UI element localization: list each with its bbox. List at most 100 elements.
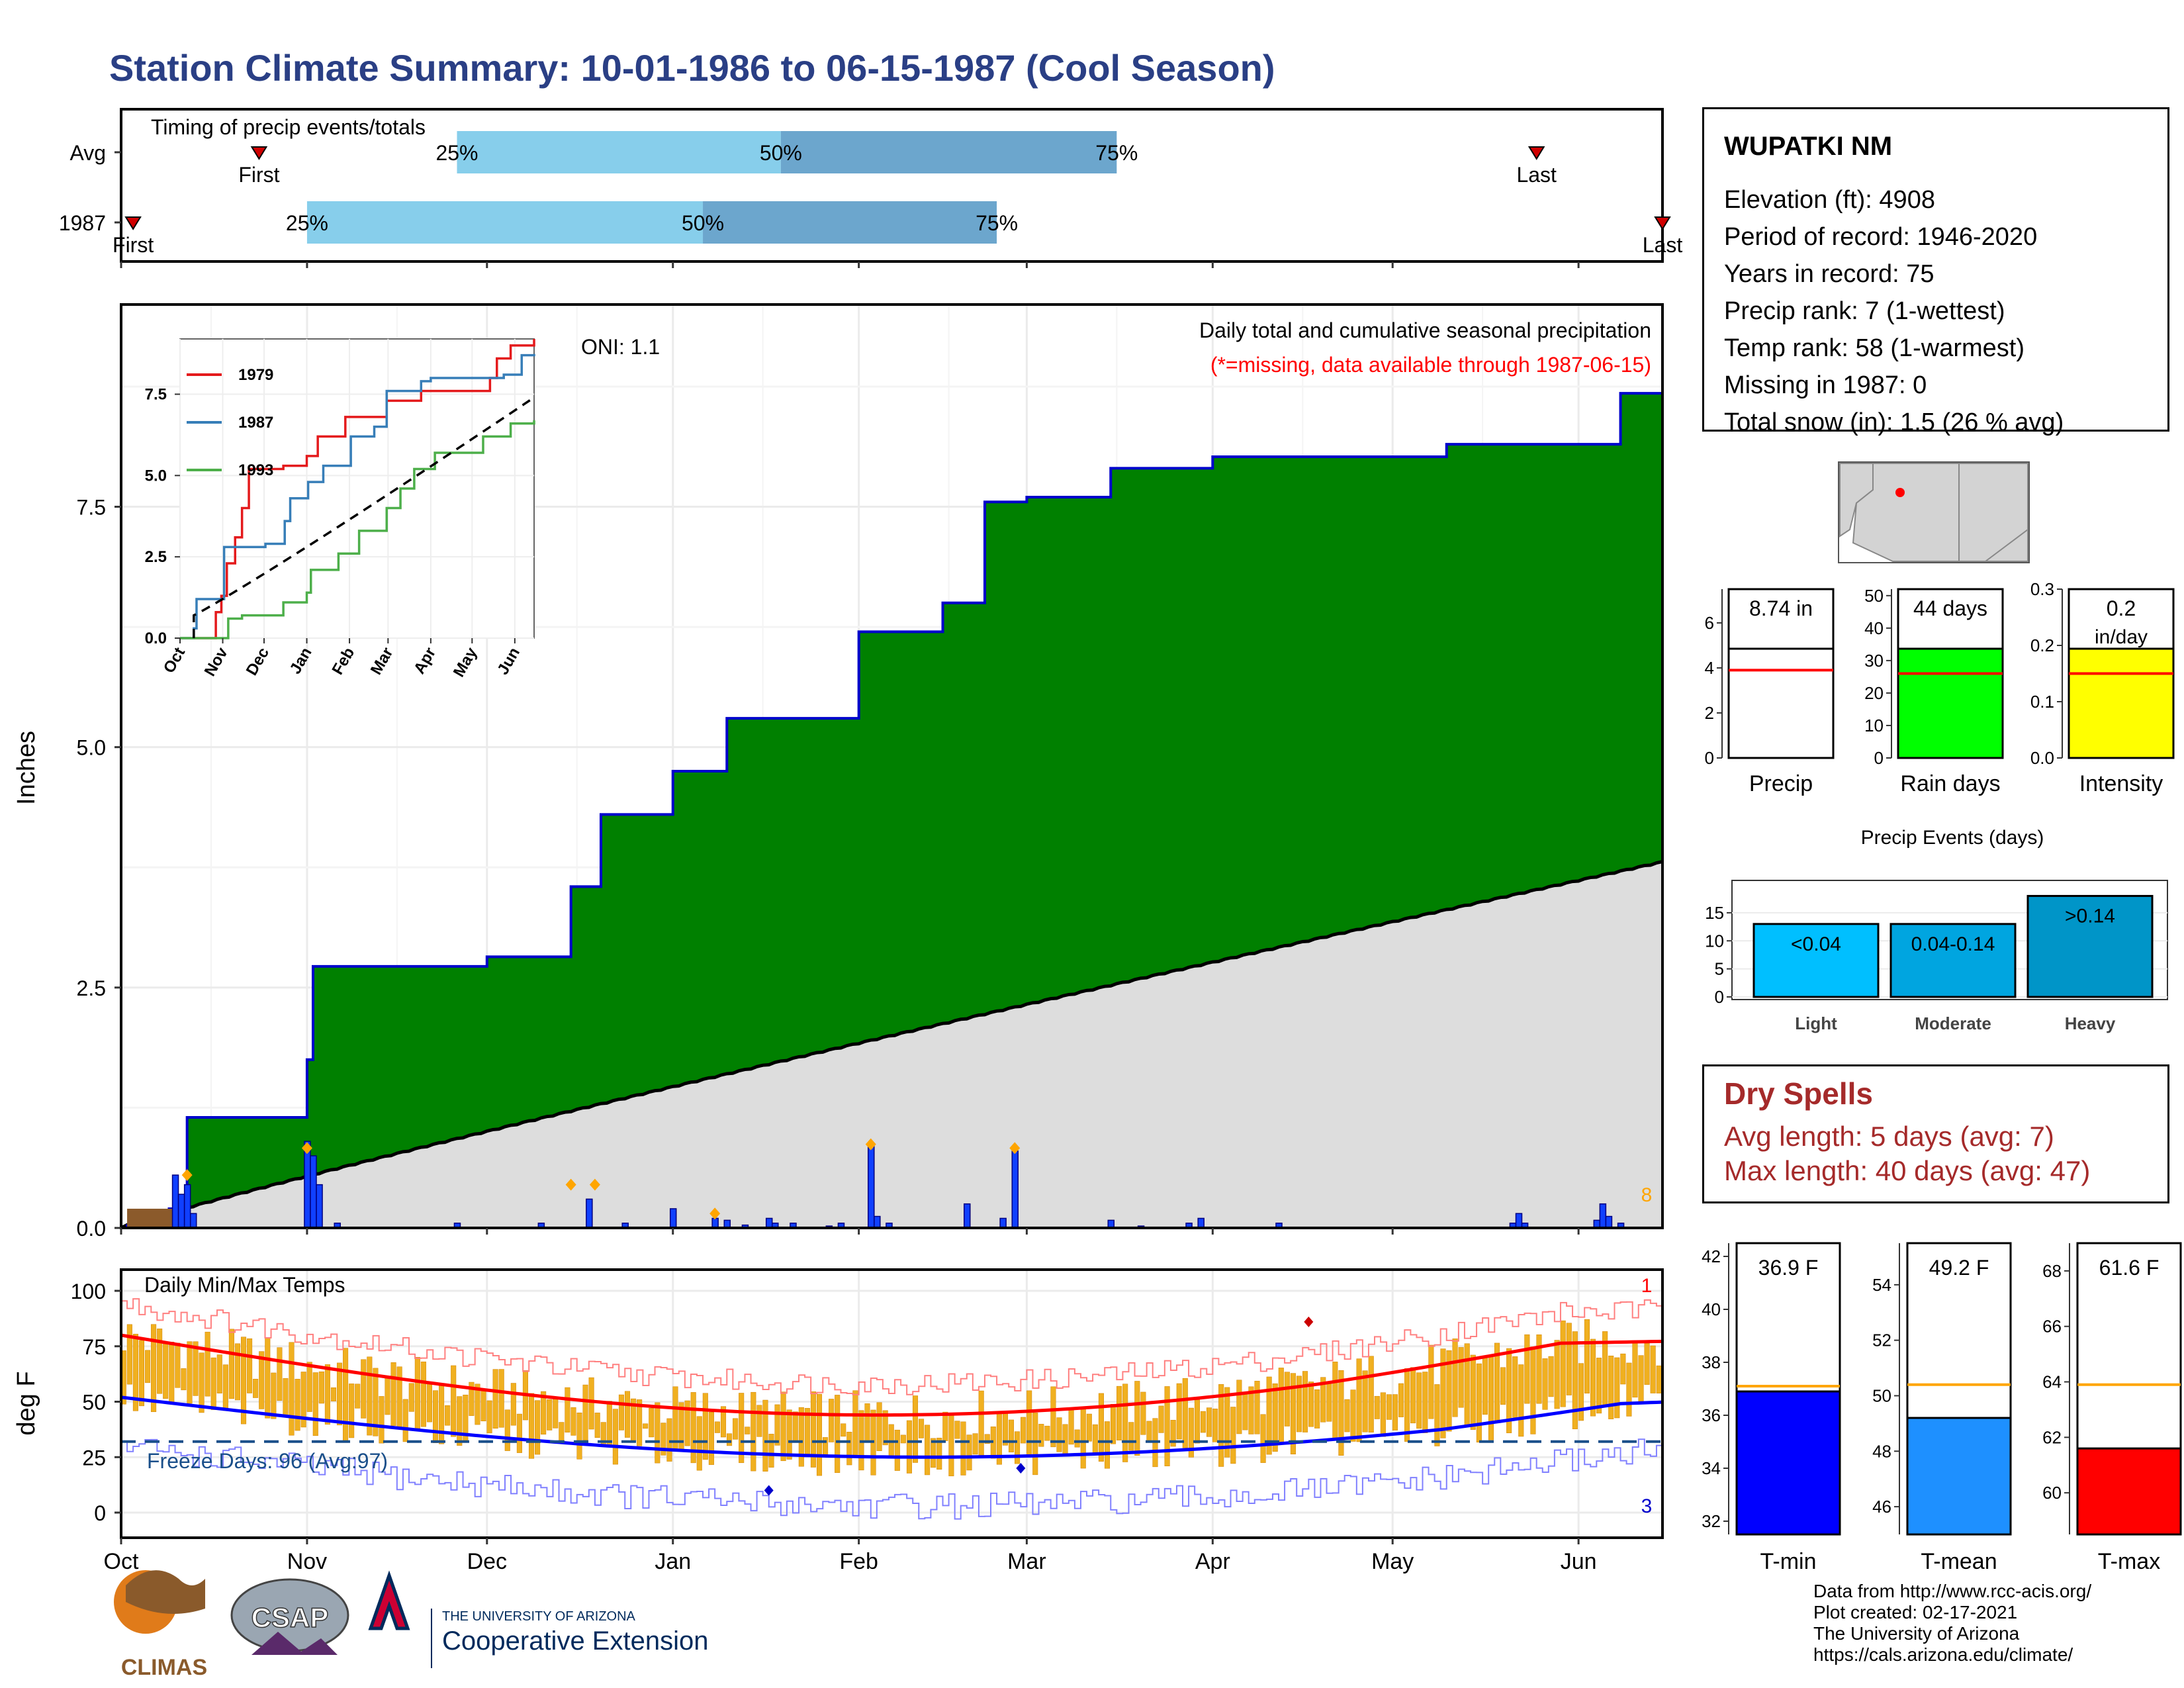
daily-temp-bar <box>1638 1355 1644 1401</box>
precip-event-bar <box>1752 923 1880 998</box>
daily-temp-bar <box>216 1354 222 1393</box>
daily-temp-bar <box>588 1377 594 1430</box>
record-precip-marker <box>589 1178 600 1191</box>
timing-bar-q50-q75 <box>780 131 1117 173</box>
daily-temp-bar <box>1584 1319 1590 1394</box>
record-precip-marker <box>181 1169 193 1182</box>
station-info-panel: WUPATKI NM Elevation (ft): 4908 Period of… <box>1702 107 2169 436</box>
daily-precip-bar <box>1011 1150 1019 1229</box>
summary-tick-label: 10 <box>1864 716 1884 735</box>
daily-temp-bar <box>810 1391 816 1468</box>
summary-bar-name: Rain days <box>1900 771 2000 796</box>
temp-ytick-label: 25 <box>82 1446 106 1470</box>
daily-temp-bar <box>318 1371 324 1404</box>
daily-temp-bar <box>1308 1382 1314 1427</box>
daily-temp-bar <box>336 1362 343 1426</box>
events-tick-label: 10 <box>1705 931 1724 951</box>
daily-temp-bar <box>163 1341 169 1399</box>
daily-temp-bar <box>912 1395 919 1463</box>
daily-temp-bar <box>1644 1343 1650 1385</box>
summary-unit-label: in/day <box>2095 626 2148 648</box>
daily-temp-bar <box>1656 1365 1662 1393</box>
daily-temp-bar <box>312 1372 318 1436</box>
daily-temp-bar <box>1170 1420 1176 1447</box>
daily-temp-bar <box>210 1357 216 1410</box>
events-tick-label: 15 <box>1705 903 1724 923</box>
daily-temp-bar <box>1434 1384 1440 1446</box>
daily-temp-bar <box>1050 1386 1056 1448</box>
month-axis-label: Jan <box>655 1549 691 1574</box>
daily-temp-bar <box>1608 1355 1614 1419</box>
daily-temp-bar <box>1278 1368 1284 1443</box>
daily-temp-bar <box>1074 1429 1080 1448</box>
inset-legend-label: 1987 <box>238 414 273 432</box>
daily-temp-bar <box>751 1391 756 1472</box>
daily-temp-bar <box>792 1411 798 1443</box>
month-axis-label: May <box>1371 1549 1414 1574</box>
daily-temp-bar <box>1296 1376 1302 1432</box>
daily-temp-bar <box>1332 1362 1338 1441</box>
daily-temp-bar <box>126 1324 132 1385</box>
daily-temp-bar <box>253 1378 259 1398</box>
daily-temp-bar <box>624 1391 631 1438</box>
daily-temp-bar <box>385 1376 390 1415</box>
record-precip-marker <box>709 1207 721 1220</box>
daily-temp-bar <box>1146 1421 1152 1441</box>
month-axis-label: Mar <box>1007 1549 1046 1574</box>
summary-tick-label: 6 <box>1705 613 1714 633</box>
daily-temp-bar <box>1338 1370 1344 1456</box>
daily-temp-bar <box>379 1396 385 1444</box>
timing-first-marker <box>250 146 268 160</box>
daily-temp-bar <box>1416 1372 1422 1429</box>
freeze-days-label: Freeze Days: 96 (Avg:97) <box>147 1449 388 1473</box>
daily-temp-bar <box>1062 1424 1068 1455</box>
daily-temp-bar <box>852 1390 858 1457</box>
daily-temp-bar <box>265 1337 271 1419</box>
daily-precip-bar <box>999 1217 1007 1229</box>
daily-temp-bar <box>649 1407 655 1438</box>
daily-temp-bar <box>457 1396 463 1446</box>
daily-temp-bar <box>1302 1371 1308 1432</box>
precip-event-category: Heavy <box>2065 1013 2116 1033</box>
daily-temp-bar <box>289 1342 295 1436</box>
timing-last-marker <box>1654 216 1671 230</box>
daily-temp-bar <box>1578 1363 1584 1421</box>
ua-logo-big-text: Cooperative Extension <box>442 1626 708 1656</box>
daily-temp-bar <box>222 1364 228 1411</box>
daily-temp-bar <box>1260 1414 1266 1463</box>
station-name: WUPATKI NM <box>1724 132 1893 161</box>
station-info-line: Period of record: 1946-2020 <box>1724 223 2038 251</box>
daily-temp-bar <box>193 1341 199 1396</box>
daily-temp-bar <box>582 1384 588 1441</box>
station-info-line: Temp rank: 58 (1-warmest) <box>1724 334 2025 362</box>
daily-precip-bar <box>177 1194 185 1229</box>
daily-precip-bar <box>1599 1203 1607 1229</box>
daily-temp-bar <box>1212 1408 1218 1442</box>
month-axis-label: Nov <box>287 1549 327 1574</box>
daily-temp-bar <box>786 1409 792 1460</box>
temp-bar-tick-label: 38 <box>1702 1352 1721 1372</box>
temp-bar-tick-label: 66 <box>2042 1317 2062 1336</box>
daily-temp-bar <box>948 1413 954 1477</box>
summary-tick-label: 4 <box>1705 658 1714 678</box>
daily-temp-bar <box>756 1405 762 1437</box>
temp-bar-value-label: 61.6 F <box>2099 1256 2160 1280</box>
daily-temp-bar <box>355 1383 361 1409</box>
inset-series-line <box>180 420 535 639</box>
timing-q25-label: 25% <box>286 211 328 235</box>
daily-temp-bar <box>966 1434 972 1471</box>
daily-temp-bar <box>492 1369 498 1429</box>
daily-temp-bar <box>541 1391 547 1435</box>
daily-temp-bar <box>528 1393 535 1459</box>
inset-series-line <box>180 353 535 639</box>
footer-line: The University of Arizona <box>1813 1623 2020 1644</box>
daily-precip-bar <box>1605 1215 1613 1229</box>
timing-last-marker <box>1527 146 1545 160</box>
daily-temp-bar <box>1614 1357 1620 1419</box>
daily-temp-bar <box>547 1399 553 1430</box>
precip-event-label: >0.14 <box>2065 905 2115 927</box>
daily-temp-bar <box>972 1433 978 1455</box>
daily-precip-bar <box>183 1184 191 1229</box>
daily-temp-bar <box>271 1372 277 1419</box>
precip-record-count: 8 <box>1641 1184 1653 1206</box>
